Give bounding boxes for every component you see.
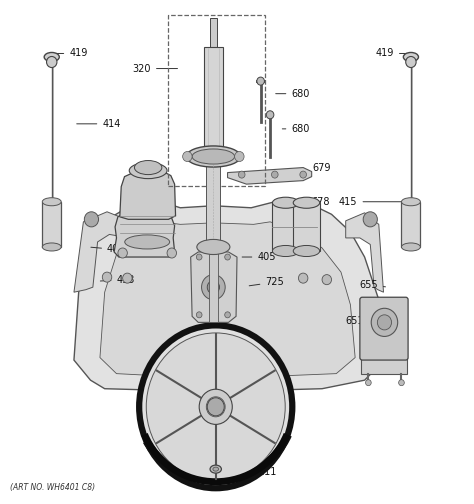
Circle shape <box>167 248 176 258</box>
Circle shape <box>118 248 128 258</box>
Ellipse shape <box>42 243 61 251</box>
Ellipse shape <box>192 149 235 164</box>
Circle shape <box>102 272 112 282</box>
Bar <box>401 202 420 247</box>
Circle shape <box>206 397 225 417</box>
Circle shape <box>238 171 245 178</box>
Circle shape <box>225 312 230 318</box>
Bar <box>42 202 61 247</box>
Circle shape <box>272 171 278 178</box>
Ellipse shape <box>273 245 299 257</box>
Circle shape <box>377 315 392 330</box>
Text: 630: 630 <box>128 167 149 180</box>
Circle shape <box>266 111 274 119</box>
Ellipse shape <box>129 162 167 178</box>
Circle shape <box>371 308 398 337</box>
Circle shape <box>365 380 371 386</box>
Circle shape <box>84 212 99 227</box>
Ellipse shape <box>125 235 170 249</box>
Polygon shape <box>273 203 299 251</box>
Text: 415: 415 <box>339 197 409 207</box>
Text: 403: 403 <box>91 244 126 255</box>
Text: 651: 651 <box>345 317 371 327</box>
Text: (ART NO. WH6401 C8): (ART NO. WH6401 C8) <box>10 483 95 492</box>
Bar <box>206 154 220 247</box>
Circle shape <box>146 333 285 481</box>
Ellipse shape <box>186 146 240 167</box>
Polygon shape <box>74 202 384 392</box>
Circle shape <box>235 152 244 161</box>
Circle shape <box>182 152 192 161</box>
Circle shape <box>322 275 331 285</box>
Polygon shape <box>228 167 312 184</box>
Bar <box>361 357 407 373</box>
Polygon shape <box>120 170 175 219</box>
Ellipse shape <box>401 198 420 206</box>
Circle shape <box>196 254 202 260</box>
Ellipse shape <box>403 52 419 61</box>
Ellipse shape <box>293 245 319 257</box>
Ellipse shape <box>46 56 57 68</box>
Ellipse shape <box>135 161 162 174</box>
Polygon shape <box>346 213 383 292</box>
Circle shape <box>257 77 264 85</box>
Ellipse shape <box>273 197 299 208</box>
Circle shape <box>207 281 219 294</box>
Polygon shape <box>100 222 355 379</box>
Circle shape <box>363 212 377 227</box>
Text: 414: 414 <box>77 119 121 129</box>
Text: 678: 678 <box>306 197 330 207</box>
Bar <box>209 244 218 323</box>
Ellipse shape <box>401 243 420 251</box>
Bar <box>168 15 265 185</box>
Circle shape <box>299 273 308 283</box>
Text: 411: 411 <box>235 467 277 477</box>
Circle shape <box>225 254 230 260</box>
Ellipse shape <box>197 239 230 255</box>
Text: 679: 679 <box>303 163 331 172</box>
Ellipse shape <box>210 465 221 473</box>
Text: 603: 603 <box>235 410 278 420</box>
Text: 405: 405 <box>242 252 276 262</box>
Ellipse shape <box>406 56 416 68</box>
Polygon shape <box>74 212 126 292</box>
Bar <box>210 18 217 47</box>
Circle shape <box>196 312 202 318</box>
Circle shape <box>199 389 232 424</box>
Circle shape <box>399 380 404 386</box>
Polygon shape <box>114 209 174 257</box>
Polygon shape <box>191 251 237 323</box>
Circle shape <box>207 398 224 416</box>
Text: 419: 419 <box>375 48 411 58</box>
Circle shape <box>300 171 307 178</box>
FancyBboxPatch shape <box>360 297 408 360</box>
Text: 655: 655 <box>359 280 385 290</box>
Bar <box>204 47 223 157</box>
Ellipse shape <box>213 467 219 471</box>
Text: 320: 320 <box>133 64 177 74</box>
Text: 680: 680 <box>283 124 310 134</box>
Ellipse shape <box>42 198 61 206</box>
Circle shape <box>139 326 292 488</box>
Circle shape <box>201 275 225 300</box>
Text: 680: 680 <box>276 89 310 99</box>
Text: 725: 725 <box>249 277 284 287</box>
Ellipse shape <box>44 52 59 61</box>
Text: 413: 413 <box>100 275 135 285</box>
Ellipse shape <box>293 197 319 208</box>
Text: 419: 419 <box>48 48 88 58</box>
Polygon shape <box>293 203 319 251</box>
Circle shape <box>123 273 132 283</box>
